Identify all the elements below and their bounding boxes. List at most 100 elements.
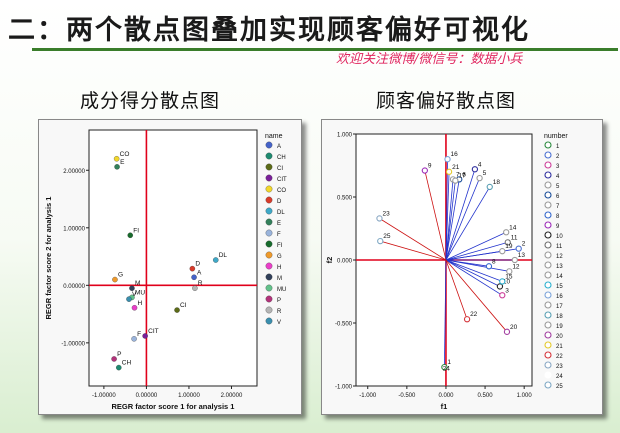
- legend-entry-label: 12: [556, 254, 563, 260]
- y-tick-label: -1.00000: [61, 341, 85, 347]
- preference-vector: [445, 259, 503, 296]
- legend-entry-label: H: [277, 265, 281, 271]
- data-point: [499, 278, 506, 285]
- preference-vector: [445, 169, 476, 261]
- data-point-label: 13: [518, 252, 526, 259]
- legend-marker: [265, 196, 273, 204]
- data-point-label: H: [138, 300, 143, 307]
- preference-vector: [445, 241, 508, 261]
- legend-marker: [265, 218, 273, 226]
- preference-vector: [445, 180, 456, 261]
- data-point: [476, 174, 483, 182]
- legend-marker: [544, 231, 552, 239]
- data-point-label: 9: [428, 163, 432, 170]
- data-point: [116, 364, 122, 371]
- legend-entry-label: 3: [556, 164, 560, 170]
- data-point: [142, 333, 148, 339]
- legend-entry-label: 22: [556, 354, 563, 360]
- data-point-label: F: [137, 331, 141, 338]
- preference-vector: [445, 259, 510, 272]
- y-axis-label: REGR factor score 2 for analysis 1: [44, 197, 53, 320]
- data-point: [515, 245, 522, 252]
- preference-vector: [445, 259, 468, 320]
- legend-marker: [265, 317, 273, 325]
- legend-entry-label: 14: [556, 274, 563, 280]
- legend-marker: [544, 161, 552, 169]
- data-point: [496, 283, 504, 290]
- preference-vector: [445, 186, 491, 261]
- preference-vector: [379, 218, 447, 261]
- preference-vector: [443, 259, 447, 368]
- legend-entry-label: 21: [556, 344, 563, 350]
- legend-marker: [265, 207, 273, 215]
- data-point: [499, 292, 506, 299]
- y-tick-label: -0.500: [335, 322, 353, 328]
- preference-vector: [424, 170, 447, 261]
- data-point-label: R: [198, 280, 203, 287]
- y-tick-label: 0.00000: [63, 284, 85, 290]
- legend-marker: [265, 251, 273, 259]
- x-tick-label: 0.500: [478, 393, 494, 399]
- legend-entry-label: G: [277, 254, 282, 260]
- legend-marker: [544, 151, 552, 159]
- data-point-label: G: [118, 272, 123, 279]
- legend-marker: [265, 284, 273, 292]
- legend-entry-label: FI: [277, 243, 283, 249]
- preference-vector: [380, 240, 447, 261]
- data-point: [503, 328, 511, 335]
- data-point: [111, 356, 117, 362]
- legend-marker: [265, 240, 273, 248]
- customer-preference-scatter-chart: -1.000 -0.500 0.000 0.500 1.000 -1.000 -0.500 0…: [325, 133, 568, 412]
- data-point: [441, 363, 448, 371]
- data-point: [131, 336, 137, 342]
- preference-vector: [445, 259, 508, 333]
- data-point: [503, 229, 510, 236]
- legend-entry-label: 5: [556, 184, 560, 190]
- legend-entry-label: 24: [556, 374, 563, 380]
- title-underline: [32, 48, 618, 51]
- legend-marker: [265, 229, 273, 237]
- plot-area: [88, 129, 258, 387]
- legend-entry-label: 18: [556, 314, 563, 320]
- legend-entry-label: 15: [556, 284, 563, 290]
- legend-marker: [544, 261, 552, 269]
- y-tick-label: 0.000: [337, 259, 353, 265]
- x-tick-label: -1.000: [359, 393, 377, 399]
- data-point: [114, 164, 120, 170]
- legend-marker: [544, 211, 552, 219]
- data-point-label: A: [197, 269, 202, 276]
- data-point-label: MU: [135, 289, 145, 296]
- data-point: [504, 239, 511, 246]
- legend-marker: [265, 163, 273, 171]
- component-score-scatter-frame: -1.00000 0.00000 1.00000 2.00000 -1.00000 0.0…: [38, 119, 302, 415]
- legend-entry-label: 6: [556, 194, 560, 200]
- preference-vector: [445, 259, 503, 282]
- legend-marker: [544, 221, 552, 229]
- data-point-label: 7: [456, 171, 460, 178]
- customer-preference-scatter-frame: -1.000 -0.500 0.000 0.500 1.000 -1.000 -0.500 0…: [321, 119, 603, 415]
- legend-entry-label: V: [277, 320, 281, 326]
- legend-marker: [544, 371, 552, 379]
- data-point-label: 8: [492, 258, 496, 265]
- y-tick-label: 1.000: [337, 133, 353, 139]
- data-point-label: 14: [509, 224, 517, 231]
- x-tick-label: 0.000: [438, 393, 454, 399]
- legend-marker: [544, 301, 552, 309]
- data-point: [212, 257, 219, 263]
- data-point-label: 2: [522, 241, 526, 248]
- legend-entry-label: MU: [277, 287, 286, 293]
- preference-vector: [445, 179, 454, 261]
- legend-entry-label: 7: [556, 204, 560, 210]
- left-chart-heading: 成分得分散点图: [80, 90, 221, 112]
- data-point: [471, 166, 479, 173]
- data-point: [463, 316, 471, 323]
- legend-entry-label: CO: [277, 188, 286, 194]
- data-point: [113, 156, 120, 162]
- data-point: [421, 167, 428, 174]
- data-point-label: DL: [219, 252, 228, 259]
- x-tick-label: 0.00000: [136, 393, 158, 399]
- legend-marker: [544, 361, 552, 369]
- legend-marker: [544, 271, 552, 279]
- legend-title: number: [544, 133, 568, 140]
- data-point-label: CH: [122, 360, 132, 367]
